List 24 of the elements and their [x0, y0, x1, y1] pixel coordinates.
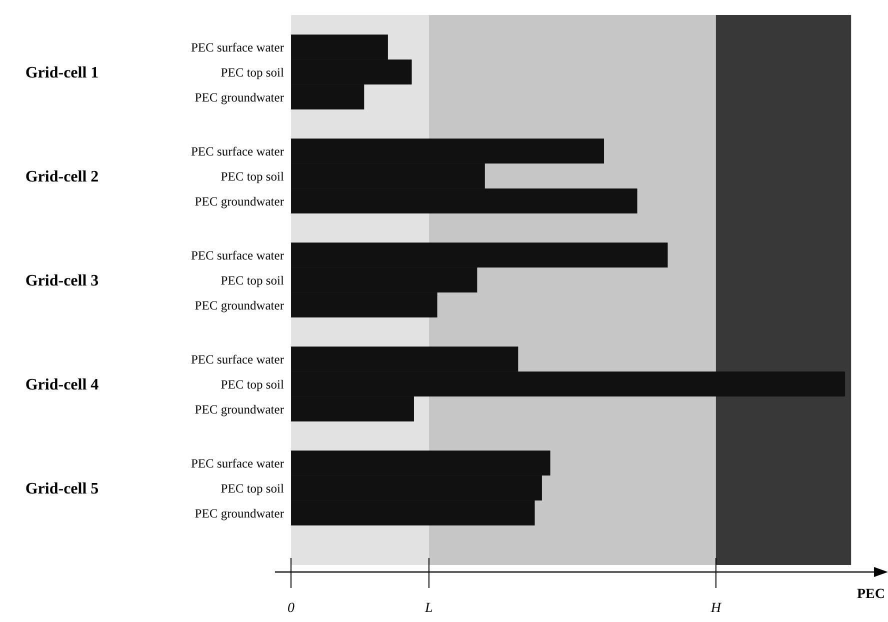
x-axis-title: PEC	[857, 587, 885, 602]
text: PEC surface water	[190, 352, 284, 366]
text: PEC groundwater	[194, 194, 284, 208]
ref-line-label: L	[424, 601, 434, 616]
y-tick-label: Grid-cell 1	[25, 64, 99, 82]
text: PEC top soil	[220, 273, 284, 288]
y-tick-label: Grid-cell 4	[25, 376, 99, 394]
ref-line-label: H	[710, 601, 722, 616]
text: PEC groundwater	[194, 506, 284, 520]
text: PEC top soil	[220, 481, 284, 496]
y-tick-label: Grid-cell 2	[25, 168, 99, 186]
y-tick-label: Grid-cell 5	[25, 480, 99, 498]
series-label: PEC top soil	[220, 65, 285, 80]
text: PEC top soil	[220, 377, 284, 392]
text: PEC groundwater	[194, 298, 284, 312]
text: PEC surface water	[190, 456, 284, 470]
text: PEC top soil	[220, 169, 284, 184]
series-label: PEC surface water	[190, 40, 285, 54]
text: PEC surface water	[190, 248, 284, 262]
text: PEC surface water	[190, 144, 284, 158]
ref-line-label: 0	[288, 601, 294, 616]
text: PEC groundwater	[194, 402, 284, 416]
y-tick-label: Grid-cell 3	[25, 272, 99, 290]
series-label: PEC groundwater	[194, 90, 285, 104]
